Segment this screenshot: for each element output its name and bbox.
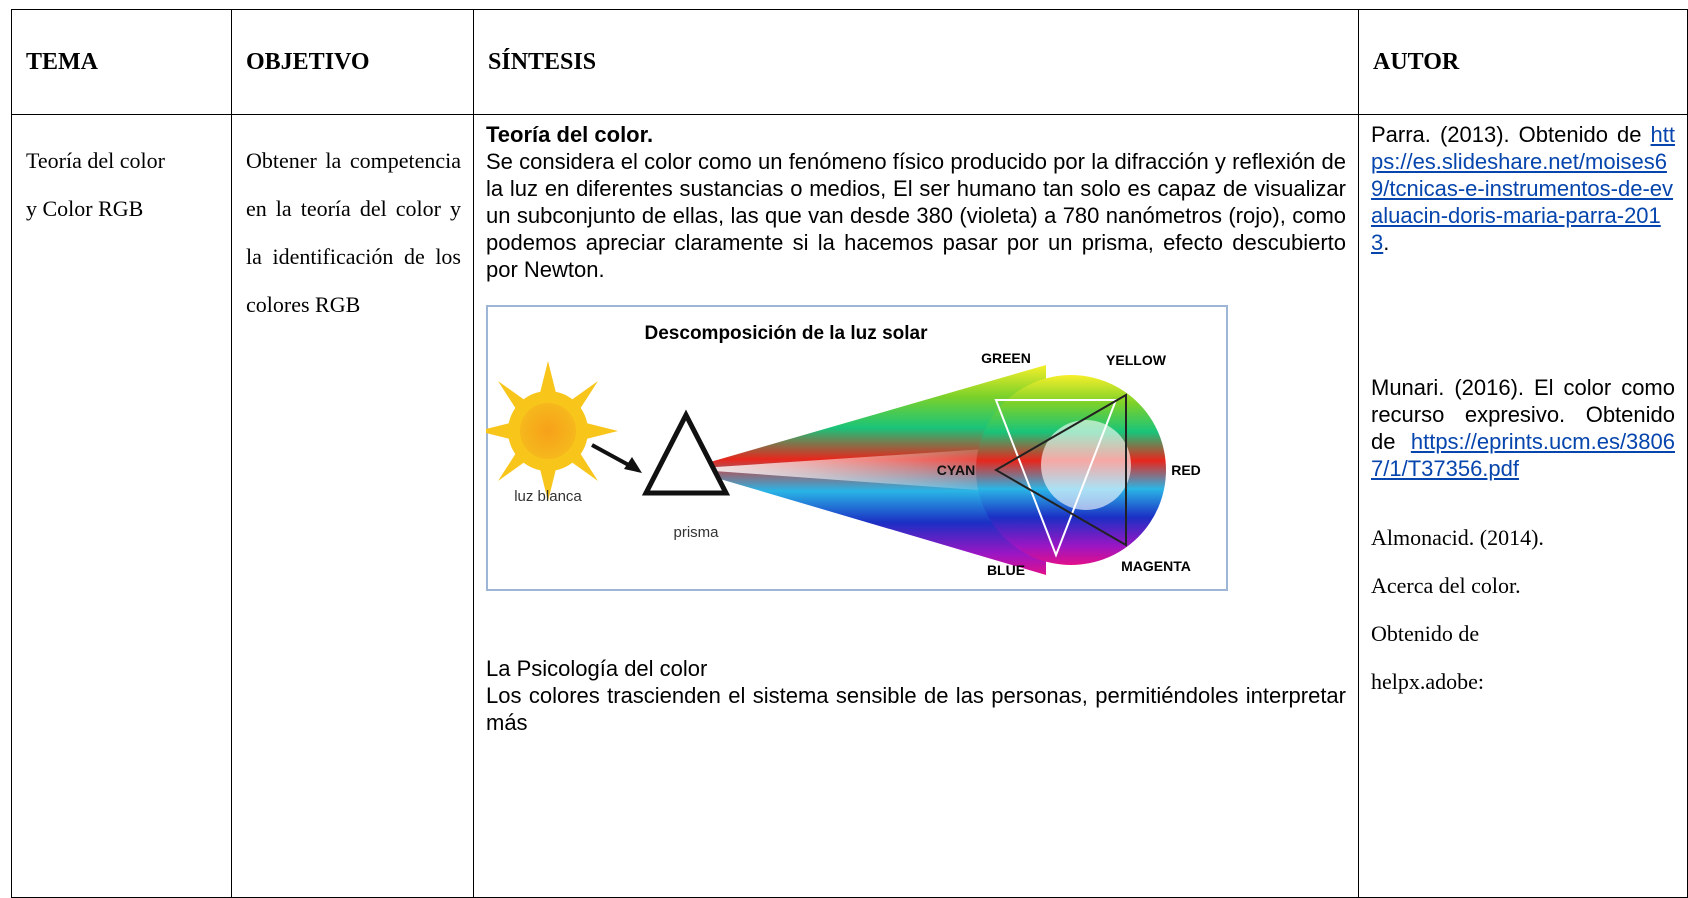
arrow-head <box>624 457 642 473</box>
spectrum-light <box>686 445 1046 495</box>
color-label: RED <box>1171 462 1201 478</box>
wheel-triangle <box>993 393 1127 547</box>
tema-text: Teoría del color y Color RGB <box>26 148 165 221</box>
reference-link[interactable]: https://eprints.ucm.es/38067/1/T37356.pd… <box>1371 429 1675 481</box>
body-row: Teoría del color y Color RGB Obtener la … <box>11 114 1688 898</box>
sun-icon <box>486 361 618 501</box>
light-diagram: Descomposición de la luz solar luz blanc… <box>486 305 1228 591</box>
reference-link[interactable]: https://es.slideshare.net/moises69/tcnic… <box>1371 122 1675 255</box>
objetivo-cell: Obtener la competencia en la teoría del … <box>231 114 474 898</box>
color-label: GREEN <box>981 350 1031 366</box>
color-label: YELLOW <box>1106 352 1167 368</box>
reference-line: Obtenido de <box>1371 621 1480 646</box>
autor-cell: Parra. (2013). Obtenido de https://es.sl… <box>1358 114 1688 898</box>
section-heading: Teoría del color. <box>486 122 654 147</box>
color-label: BLUE <box>987 562 1025 578</box>
reference: Parra. (2013). Obtenido de https://es.sl… <box>1371 121 1675 256</box>
header-cell: TEMA <box>11 9 232 115</box>
reference-text: Parra. (2013). Obtenido de <box>1371 122 1642 147</box>
tema-cell: Teoría del color y Color RGB <box>11 114 232 898</box>
color-label: CYAN <box>937 462 975 478</box>
page-body: TEMA OBJETIVO SÍNTESIS AUTOR Teoría del … <box>11 9 1688 898</box>
prism <box>641 409 731 496</box>
sintesis-cell: Teoría del color. Se considera el color … <box>473 114 1359 898</box>
header-cell: OBJETIVO <box>231 9 474 115</box>
figure-title: Descomposición de la luz solar <box>645 323 929 344</box>
page: Tabla {"table": { "headers": ["TEMA", "O… <box>11 9 1688 898</box>
reference-line: helpx.adobe: <box>1371 669 1485 694</box>
header-cell: SÍNTESIS <box>473 9 1359 115</box>
reference-line: Acerca del color. <box>1371 573 1521 598</box>
paragraph: Se considera el color como un fenómeno f… <box>486 149 1346 282</box>
reference-suffix: . <box>1383 230 1390 255</box>
document-table: TEMA OBJETIVO SÍNTESIS AUTOR Teoría del … <box>11 9 1688 898</box>
header-cell: AUTOR <box>1358 9 1688 115</box>
section-heading: La Psicología del color <box>486 656 708 681</box>
reference: Munari. (2016). El color como recurso ex… <box>1371 374 1675 482</box>
color-label: MAGENTA <box>1121 558 1191 574</box>
sun-label: luz blanca <box>514 488 582 505</box>
wheel-center <box>1041 420 1131 510</box>
reference: Almonacid. (2014). Acerca del color. Obt… <box>1371 514 1675 706</box>
reference-text: Munari. (2016). El color como recurso ex… <box>1371 375 1675 454</box>
reference-line: Almonacid. (2014). <box>1371 525 1544 550</box>
wheel-triangle <box>994 399 1118 558</box>
header-row: TEMA OBJETIVO SÍNTESIS AUTOR <box>11 9 1688 115</box>
paragraph: Los colores trascienden el sistema sensi… <box>486 683 1346 735</box>
prism-label: prisma <box>673 524 719 541</box>
objetivo-text: Obtener la competencia en la teoría del … <box>246 148 461 317</box>
